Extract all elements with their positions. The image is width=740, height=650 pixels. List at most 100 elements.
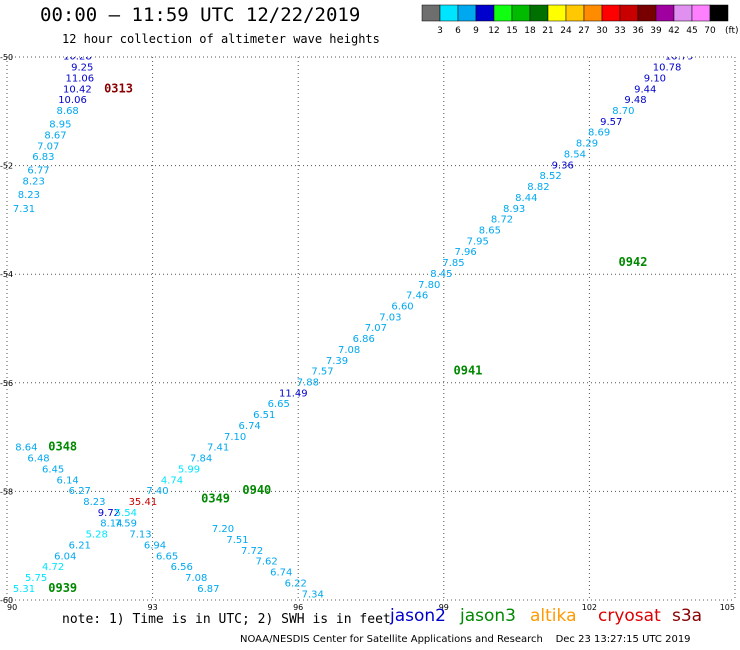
wave-height-point: 7.34: [302, 589, 324, 600]
wave-height-point: 4.72: [42, 562, 64, 573]
wave-height-point: 5.28: [86, 530, 108, 541]
x-tick-label: 90: [7, 603, 17, 612]
y-tick-label: -60: [0, 596, 13, 605]
wave-height-point: 7.84: [190, 454, 212, 465]
y-tick-label: -54: [0, 270, 13, 279]
x-tick-label: 93: [148, 603, 158, 612]
wave-height-point: 6.60: [391, 301, 413, 312]
wave-height-point: 9.57: [600, 117, 622, 128]
wave-height-point: 7.07: [365, 323, 387, 334]
wave-height-point: 10.28: [63, 52, 92, 63]
y-tick-label: -52: [0, 162, 13, 171]
footer-credit: NOAA/NESDIS Center for Satellite Applica…: [240, 634, 691, 645]
x-tick-label: 102: [582, 603, 597, 612]
legend-label: 70: [704, 26, 716, 36]
wave-height-point: 11.49: [279, 388, 308, 399]
legend-label: 45: [686, 26, 697, 36]
wave-height-point: 7.95: [467, 236, 489, 247]
wave-height-point: 7.72: [241, 546, 263, 557]
wave-height-point: 7.88: [297, 378, 319, 389]
wave-height-point: 8.65: [479, 225, 501, 236]
wave-height-point: 8.29: [576, 139, 598, 150]
legend-label: 21: [542, 26, 553, 36]
legend-label: 30: [596, 26, 608, 36]
wave-height-point: 7.08: [338, 345, 360, 356]
wave-height-point: 7.85: [442, 258, 464, 269]
y-tick-label: -58: [0, 487, 13, 496]
wave-height-point: 8.72: [491, 215, 513, 226]
wave-height-point: 7.08: [185, 573, 207, 584]
wave-height-point: 8.93: [503, 204, 525, 215]
wave-height-point: 9.10: [644, 73, 666, 84]
y-tick-label: -56: [0, 379, 13, 388]
wave-height-point: 8.67: [44, 130, 66, 141]
wave-height-point: 8.23: [83, 497, 105, 508]
wave-height-point: 6.27: [69, 486, 91, 497]
wave-height-point: 10.42: [63, 84, 92, 95]
wave-height-point: 11.07: [711, 0, 740, 8]
wave-height-point: 7.40: [146, 486, 168, 497]
wave-height-point: 8.64: [15, 443, 37, 454]
wave-height-point: 7.13: [129, 530, 151, 541]
wave-height-point: 5.75: [25, 573, 47, 584]
legend-unit: (ft): [725, 26, 739, 36]
wave-height-point: 8.54: [564, 149, 586, 160]
wave-height-point: 8.23: [23, 177, 45, 188]
wave-height-point: 7.10: [224, 432, 246, 443]
legend-label: 33: [614, 26, 625, 36]
wave-height-point: 7.20: [212, 524, 234, 535]
wave-height-point: 10.03: [675, 41, 704, 52]
wave-height-point: 10.06: [58, 95, 87, 106]
wave-height-point: 7.51: [226, 535, 248, 546]
wave-height-point: 6.87: [197, 584, 219, 595]
wave-height-point: 8.45: [430, 269, 452, 280]
legend-label: 18: [524, 26, 536, 36]
wave-height-point: 7.96: [455, 247, 477, 258]
wave-height-point: 5.99: [178, 464, 200, 475]
wave-height-point: 7.07: [37, 141, 59, 152]
legend-swatch: [709, 4, 729, 22]
satellite-altika: altika: [530, 606, 577, 626]
wave-height-point: 6.22: [285, 578, 307, 589]
wave-height-point: 8.70: [612, 106, 634, 117]
x-tick-label: 99: [439, 603, 449, 612]
wave-height-point: 9.48: [624, 95, 646, 106]
wave-height-point: 10.21: [684, 30, 713, 41]
wave-height-point: 6.86: [353, 334, 375, 345]
legend-label: 39: [650, 26, 662, 36]
map-title: 00:00 – 11:59 UTC 12/22/2019: [40, 4, 361, 26]
wave-height-point: 7.03: [379, 312, 401, 323]
wave-height-point: 8.52: [539, 171, 561, 182]
satellite-jason3: jason3: [460, 606, 516, 626]
legend-label: 6: [455, 26, 461, 36]
wave-height-point: 4.74: [161, 475, 183, 486]
pass-time-label: 0939: [48, 581, 77, 595]
legend-label: 12: [488, 26, 499, 36]
wave-height-point: 7.59: [115, 519, 137, 530]
x-tick-label: 96: [293, 603, 303, 612]
wave-height-point: 5.54: [115, 508, 137, 519]
pass-time-label: 0941: [454, 364, 483, 378]
wave-height-point: 6.56: [171, 562, 193, 573]
wave-height-point: 8.69: [588, 128, 610, 139]
wave-height-point: 6.65: [156, 551, 178, 562]
wave-height-point: 9.44: [634, 84, 656, 95]
wave-height-point: 35.41: [129, 497, 158, 508]
pass-time-label: 0312: [114, 46, 143, 60]
wave-height-point: 7.80: [418, 280, 440, 291]
wave-height-point: 6.21: [69, 540, 91, 551]
wave-height-point: 6.94: [144, 540, 166, 551]
wave-height-point: 6.74: [239, 421, 261, 432]
wave-height-point: 6.51: [253, 410, 275, 421]
wave-height-point: 6.45: [42, 464, 64, 475]
legend-label: 3: [437, 26, 443, 36]
pass-time-label: 0313: [104, 81, 133, 95]
wave-height-point: 7.15: [316, 600, 338, 611]
wave-height-point: 5.31: [13, 584, 35, 595]
wave-height-point: 7.31: [13, 204, 35, 215]
wave-height-point: 8.82: [527, 182, 549, 193]
wave-height-point: 6.83: [32, 152, 54, 163]
wave-height-point: 6.77: [27, 166, 49, 177]
satellite-cryosat: cryosat: [598, 606, 661, 626]
